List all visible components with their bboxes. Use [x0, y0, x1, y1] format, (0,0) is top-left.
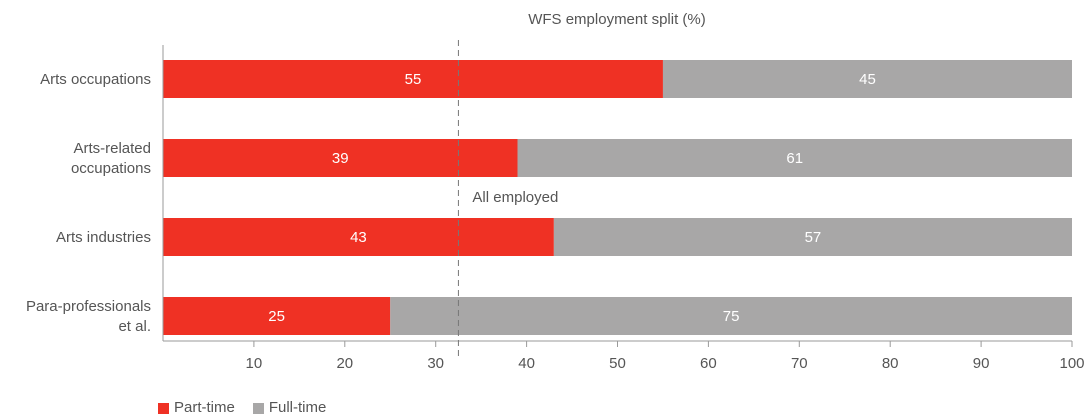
bar-part-time-2: [163, 218, 554, 256]
chart-title: WFS employment split (%): [528, 11, 706, 28]
category-labels: Arts occupations Arts-related occupations A…: [26, 71, 151, 335]
employment-split-chart: WFS employment split (%) 55 45 39 61 43 57 25 7…: [26, 11, 1085, 372]
bar-part-time-3: [163, 297, 391, 335]
bar-full-time-2: [553, 218, 1072, 256]
legend-item-part-time: Part-time: [158, 399, 235, 417]
legend-label-full-time: Full-time: [268, 399, 327, 416]
category-label: Arts industries: [56, 229, 151, 246]
x-tick-label: 20: [336, 355, 353, 372]
bar-part-time-0: [163, 60, 663, 98]
x-tick-label: 60: [700, 355, 717, 372]
legend-item-full-time: Full-time: [252, 399, 327, 417]
bar-value-label: 61: [786, 150, 803, 167]
legend-swatch-part-time: [158, 402, 169, 414]
legend: Part-time Full-time: [158, 399, 326, 417]
category-label: Para-professionals et al.: [26, 298, 151, 335]
x-tick-label: 70: [791, 355, 808, 372]
reference-line-label: All employed: [472, 189, 558, 206]
x-tick-label: 10: [246, 355, 263, 372]
bar-value-label: 39: [332, 150, 349, 167]
x-tick-label: 50: [609, 355, 626, 372]
bar-full-time-3: [390, 297, 1072, 335]
bar-value-label: 43: [350, 229, 367, 246]
bar-value-label: 55: [405, 71, 422, 88]
x-tick-label: 100: [1059, 355, 1084, 372]
x-axis: 10 20 30 40 50 60 70 80 90 100: [162, 45, 1085, 372]
x-tick-label: 90: [973, 355, 990, 372]
bars-group: 55 45 39 61 43 57 25 75: [163, 60, 1072, 335]
x-tick-label: 80: [882, 355, 899, 372]
bar-value-label: 75: [723, 308, 740, 325]
category-label: Arts occupations: [40, 71, 151, 88]
bar-value-label: 57: [805, 229, 822, 246]
bar-full-time-1: [517, 139, 1072, 177]
bar-value-label: 45: [859, 71, 876, 88]
bar-full-time-0: [662, 60, 1072, 98]
x-tick-label: 40: [518, 355, 535, 372]
category-label: Arts-related occupations: [71, 140, 151, 177]
x-tick-label: 30: [427, 355, 444, 372]
legend-swatch-full-time: [252, 402, 264, 414]
reference-line-group: All employed: [457, 40, 558, 357]
legend-label-part-time: Part-time: [174, 399, 235, 416]
bar-value-label: 25: [268, 308, 285, 325]
